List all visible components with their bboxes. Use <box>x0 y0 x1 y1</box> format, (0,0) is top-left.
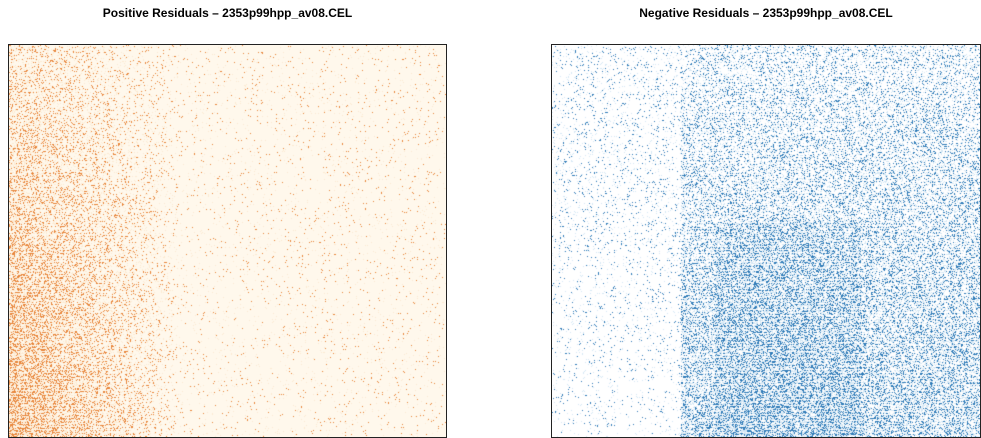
negative-residuals-image <box>551 44 981 438</box>
negative-residuals-canvas <box>552 45 980 437</box>
positive-residuals-image <box>8 44 447 438</box>
negative-residuals-title: Negative Residuals – 2353p99hpp_av08.CEL <box>639 6 893 20</box>
positive-residuals-title: Positive Residuals – 2353p99hpp_av08.CEL <box>102 6 353 20</box>
positive-residuals-canvas <box>9 45 446 437</box>
